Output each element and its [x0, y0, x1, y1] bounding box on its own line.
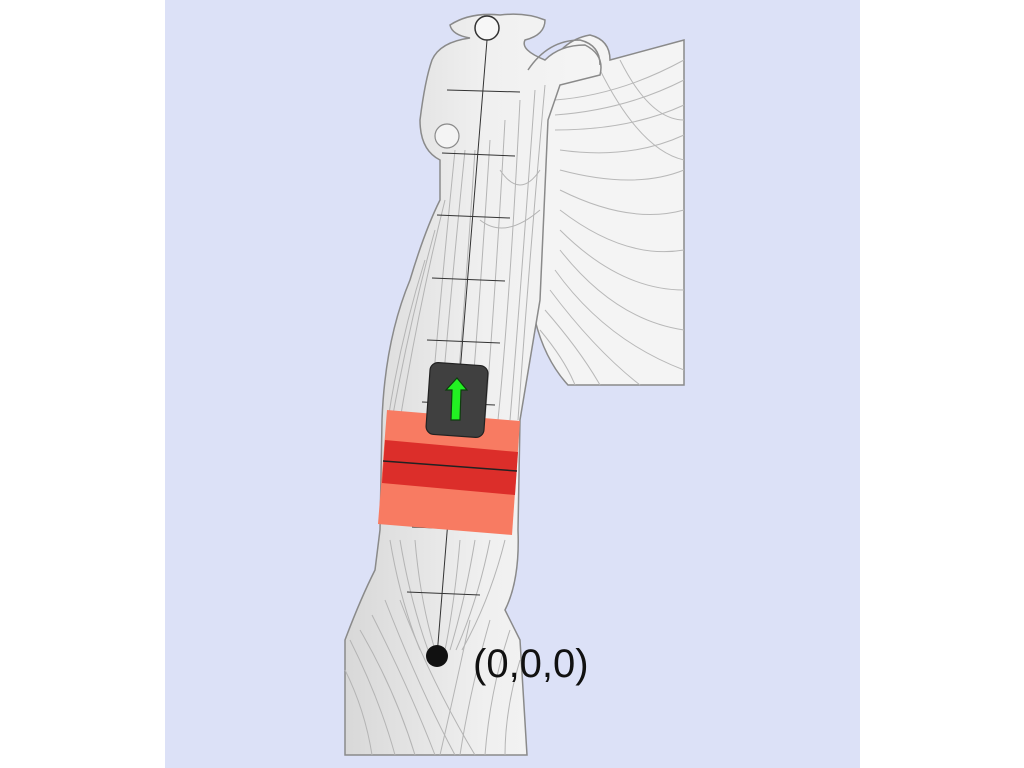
origin-dot [426, 645, 448, 667]
up-arrow-icon [444, 377, 469, 421]
top-ring-marker [474, 15, 500, 41]
shoulder-chest-region [524, 34, 685, 386]
imu-sensor [425, 362, 489, 438]
red-band [378, 410, 520, 535]
origin-label: (0,0,0) [473, 642, 589, 686]
